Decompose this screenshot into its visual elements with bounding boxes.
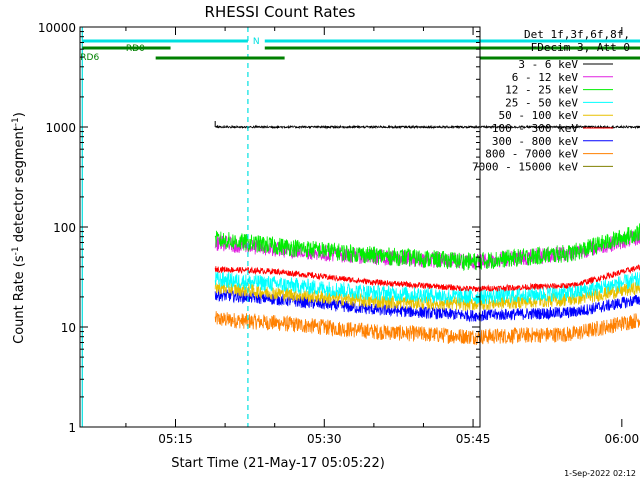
legend-entry-label: 25 - 50 keV: [505, 96, 578, 109]
legend-title-1: Det 1f,3f,6f,8f,: [524, 28, 630, 41]
y-axis-label-mid: detector segment: [12, 126, 27, 246]
y-tick-label: 10000: [38, 21, 76, 35]
legend-entry-label: 800 - 7000 keV: [485, 148, 578, 161]
saa-night-label: RD6: [80, 53, 99, 63]
legend-entry-label: 300 - 800 keV: [492, 135, 578, 148]
y-axis-label-prefix: Count Rate (s: [12, 255, 27, 344]
plot-data-layer: [214, 121, 640, 346]
series-line-2: [214, 223, 640, 272]
legend-title-2: FDecim 3, Att 0: [531, 41, 630, 54]
legend: Det 1f,3f,6f,8f, FDecim 3, Att 0 3 - 6 k…: [472, 28, 630, 173]
saa-night-label: RD0: [126, 44, 145, 54]
timestamp: 1-Sep-2022 02:12: [564, 469, 636, 478]
y-axis-label-sup2: -1: [11, 117, 21, 126]
series-line-5: [214, 264, 640, 293]
y-axis-label: Count Rate (s-1 detector segment-1): [11, 112, 27, 344]
y-tick-label: 1: [68, 421, 76, 435]
plot-frame: [79, 26, 481, 428]
legend-entry-label: 3 - 6 keV: [518, 58, 578, 71]
series-line-1: [214, 230, 640, 270]
legend-entry-label: 6 - 12 keV: [512, 71, 579, 84]
series-line-3: [214, 271, 640, 305]
attenuator-label: N: [253, 37, 260, 47]
legend-entry-label: 7000 - 15000 keV: [472, 160, 578, 173]
series-line-6: [214, 289, 640, 323]
y-axis-label-sup: -1: [11, 246, 21, 255]
chart-title: RHESSI Count Rates: [205, 3, 356, 21]
x-tick-label: 05:15: [158, 432, 193, 446]
y-axis-label-suffix: ): [12, 112, 27, 117]
y-tick-label: 10: [61, 321, 76, 335]
series-line-7: [214, 311, 640, 346]
x-axis-label: Start Time (21-May-17 05:05:22): [171, 456, 385, 471]
x-tick-label: 05:30: [307, 432, 342, 446]
y-tick-label: 1000: [45, 121, 76, 135]
legend-entry-label: 12 - 25 keV: [505, 84, 578, 97]
series-line-0: [215, 124, 640, 130]
x-tick-label: 06:00: [605, 432, 640, 446]
x-tick-label: 05:45: [456, 432, 491, 446]
legend-entry-label: 50 - 100 keV: [499, 109, 579, 122]
plot-overlay-layer: N RD0 RD6: [80, 27, 640, 427]
legend-entry-label: 100 - 300 keV: [492, 122, 578, 135]
axes: 05:1505:3005:4506:0006:1506:3006:4511010…: [38, 21, 640, 446]
y-tick-label: 100: [53, 221, 76, 235]
